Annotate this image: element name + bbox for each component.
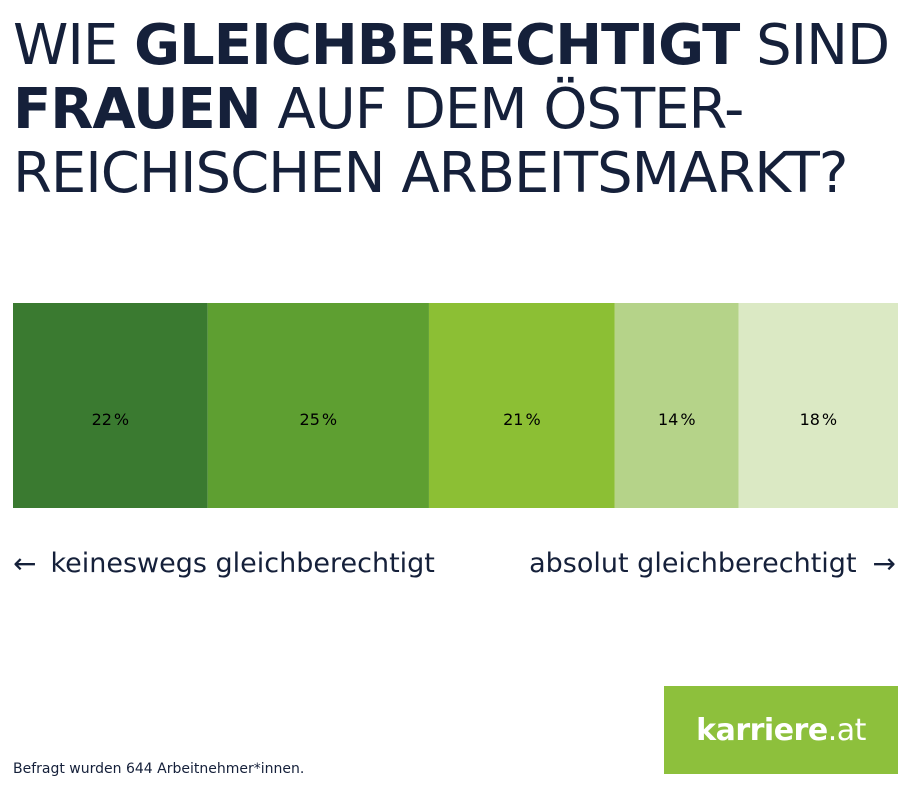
bar-segment-5: 18% <box>738 303 898 508</box>
data-label-unit: % <box>114 410 129 429</box>
logo-text-light: .at <box>827 712 867 748</box>
title-emphasis: GLEICHBERECHTIGT <box>134 13 740 78</box>
arrow-left-icon: ← <box>13 547 37 580</box>
footnote: Befragt wurden 644 Arbeitnehmer*innen. <box>13 761 305 777</box>
chart-title: WIE GLEICHBERECHTIGT SIND FRAUEN AUF DEM… <box>13 13 890 206</box>
data-label-unit: % <box>322 410 337 429</box>
data-label: 25% <box>300 410 338 429</box>
bar-segment-4: 14% <box>614 303 739 508</box>
logo-text-bold: karriere <box>696 712 828 748</box>
bar-rect <box>13 303 208 508</box>
bar-segment-3: 21% <box>428 303 615 508</box>
bar-rect <box>428 303 615 508</box>
bar-segment-1: 22% <box>13 303 208 508</box>
bar-rect <box>738 303 898 508</box>
title-text: WIE <box>13 13 135 78</box>
scale-left-text: keineswegs gleichberechtigt <box>50 548 435 579</box>
data-label: 22% <box>92 410 130 429</box>
title-text: SIND <box>739 13 890 78</box>
arrow-right-icon: → <box>872 547 896 580</box>
karriere-logo: karriere .at <box>664 686 898 774</box>
title-emphasis: FRAUEN <box>13 77 262 142</box>
data-label-unit: % <box>822 410 837 429</box>
title-line-1: WIE GLEICHBERECHTIGT SIND <box>13 13 890 78</box>
bar-rect <box>614 303 739 508</box>
stacked-bar-chart: 22% 25% 21% 14% 18% <box>13 303 898 508</box>
data-label: 21% <box>503 410 541 429</box>
scale-label-right: absolut gleichberechtigt → <box>529 546 896 582</box>
data-label-value: 22 <box>92 410 112 429</box>
data-label-value: 21 <box>503 410 523 429</box>
data-label: 14% <box>658 410 696 429</box>
data-label-value: 18 <box>800 410 820 429</box>
data-label-value: 14 <box>658 410 678 429</box>
scale-label-left: ← keineswegs gleichberechtigt <box>13 546 435 582</box>
scale-right-text: absolut gleichberechtigt <box>529 548 857 579</box>
title-line-2: FRAUEN AUF DEM ÖSTER- <box>13 78 889 142</box>
data-label: 18% <box>800 410 838 429</box>
bar-segment-2: 25% <box>207 303 429 508</box>
data-label-unit: % <box>680 410 695 429</box>
title-line-3: REICHISCHEN ARBEITSMARKT? <box>13 141 849 206</box>
title-text: AUF DEM ÖSTER- <box>260 77 744 142</box>
bar-rect <box>207 303 429 508</box>
data-label-value: 25 <box>300 410 320 429</box>
data-label-unit: % <box>525 410 540 429</box>
